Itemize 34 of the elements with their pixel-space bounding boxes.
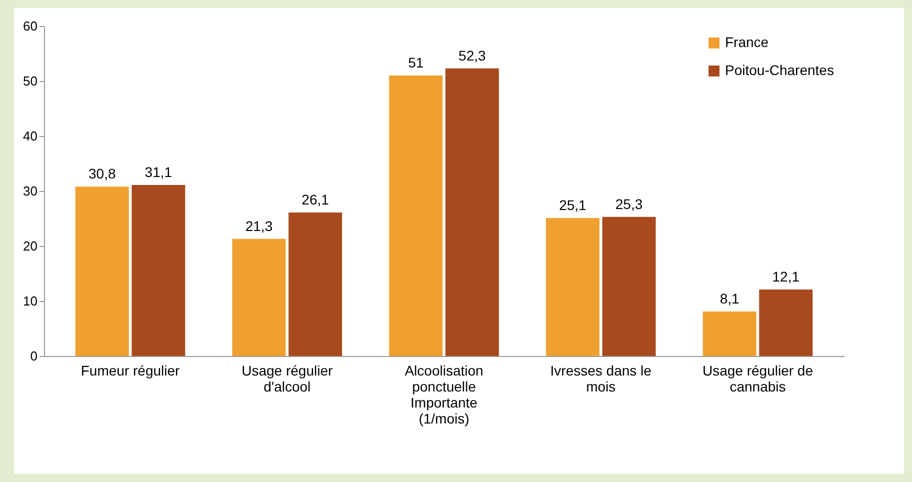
x-tick-label: Usage régulier de cannabis (702, 362, 814, 394)
x-tick-label: Fumeur régulier (80, 362, 180, 378)
bar (75, 186, 129, 356)
legend-label: France (725, 34, 769, 50)
data-label: 25,3 (615, 196, 643, 212)
data-label: 26,1 (302, 191, 330, 208)
data-label: 21,3 (245, 218, 273, 234)
data-label: 30,8 (88, 166, 116, 182)
data-label: 51 (408, 54, 424, 70)
bar (546, 218, 600, 356)
data-label: 52,3 (458, 47, 486, 64)
bar (445, 68, 499, 356)
bar (132, 184, 186, 356)
data-label: 31,1 (144, 164, 172, 180)
y-tick-label: 10 (23, 294, 38, 308)
y-tick-label: 20 (23, 238, 38, 254)
bar (232, 238, 286, 356)
y-tick-label: 0 (30, 348, 38, 364)
data-label: 25,1 (559, 196, 587, 213)
y-tick-label: 40 (23, 128, 38, 144)
bar (288, 212, 342, 356)
bar (759, 289, 813, 356)
legend-label: Poitou-Charentes (725, 62, 834, 78)
x-tick-label: Ivresses dans le mois (550, 362, 652, 394)
data-label: 8,1 (720, 290, 740, 306)
x-tick-label: Alcoolisation ponctuelle Importante (1/mois) (404, 362, 484, 426)
bar (702, 311, 756, 356)
bar (602, 216, 656, 356)
y-tick-label: 30 (23, 184, 38, 198)
bar (389, 76, 443, 356)
x-tick-label: Usage régulier d'alcool (242, 362, 333, 394)
data-label: 12,1 (772, 268, 800, 284)
y-tick-label: 60 (23, 18, 38, 34)
y-tick-label: 50 (23, 74, 38, 88)
